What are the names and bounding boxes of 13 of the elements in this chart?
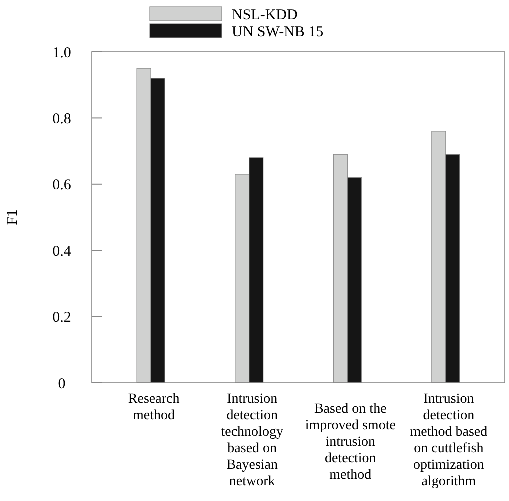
y-axis-title: F1: [5, 210, 21, 226]
legend-label: UN SW-NB 15: [232, 24, 324, 40]
y-tick-label: 0.2: [52, 310, 72, 326]
x-tick-label: Research method: [128, 392, 180, 424]
y-tick-label: 0.8: [52, 111, 72, 128]
legend-label: NSL-KDD: [232, 7, 298, 24]
x-tick-label: Intrusion detection method based on cuttlefish optimization algorithm: [410, 392, 488, 490]
x-tick-label: Based on the improved smote intrusion detection method: [305, 402, 396, 483]
x-tick-label: Intrusion detection technology based on Bayesian network: [221, 392, 284, 490]
y-tick-label: 0.6: [52, 178, 72, 194]
y-tick-label: 0: [58, 376, 66, 392]
y-tick-label: 1.0: [52, 45, 72, 62]
y-tick-label: 0.4: [52, 244, 72, 260]
